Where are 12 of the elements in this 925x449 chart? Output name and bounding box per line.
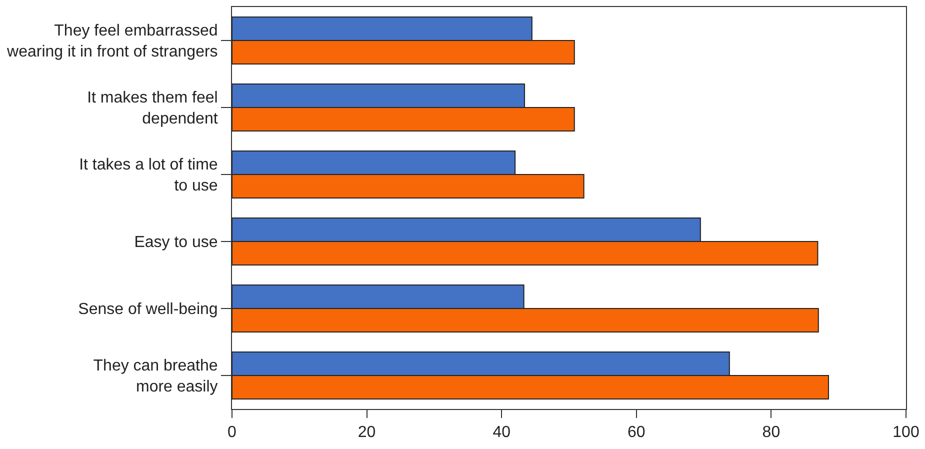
y-tick-label: Sense of well-being <box>78 301 218 318</box>
x-tick-label: 60 <box>628 424 646 442</box>
y-tick-label: Easy to use <box>134 234 218 252</box>
x-tick-label: 0 <box>228 424 237 442</box>
y-tick-label: They can breathe more easily <box>93 358 218 396</box>
x-tick-label: 20 <box>358 424 376 442</box>
y-tick-label: It makes them feel dependent <box>87 90 218 128</box>
x-tick-label: 40 <box>492 424 511 442</box>
x-tick-label: 100 <box>892 424 920 442</box>
x-tick-label: 80 <box>762 424 780 442</box>
y-tick-label: They feel embarrassed wearing it in front of strangers <box>6 22 218 60</box>
y-tick-label: It takes a lot of time to use <box>79 156 218 194</box>
